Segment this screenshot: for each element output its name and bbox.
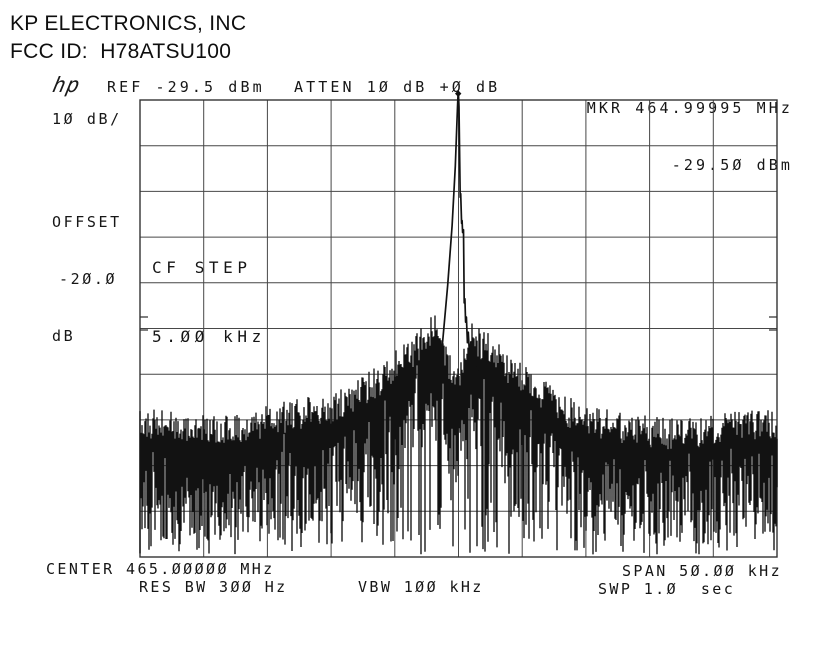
span-label: SPAN 5Ø.ØØ kHz xyxy=(622,562,783,580)
company-title: KP ELECTRONICS, INC xyxy=(10,12,247,35)
offset-label: OFFSET xyxy=(52,213,122,231)
fcc-id-label: FCC ID: H78ATSU100 xyxy=(10,40,232,63)
res-bw-label: RES BW 3ØØ Hz xyxy=(139,578,288,596)
offset-unit: dB xyxy=(52,327,76,345)
marker-level: -29.5Ø dBm xyxy=(671,156,793,174)
cf-step-value: 5.ØØ kHz xyxy=(152,327,266,346)
marker-frequency: MKR 464.99995 MHz xyxy=(586,99,793,117)
edge-ticks xyxy=(140,316,777,331)
center-frequency-label: CENTER 465.ØØØØØ MHz xyxy=(46,560,275,578)
cf-step-label: CF STEP xyxy=(152,258,252,277)
sweep-time-label: SWP 1.Ø sec xyxy=(598,580,736,598)
attenuation-label: ATTEN 1Ø dB +Ø dB xyxy=(294,78,501,96)
marker-readout: MKR 464.99995 MHz -29.5Ø dBm xyxy=(587,61,793,213)
noise-trace xyxy=(139,315,778,555)
offset-value: -2Ø.Ø xyxy=(59,270,118,288)
marker-dot xyxy=(455,90,462,97)
ref-level-label: REF -29.5 dBm xyxy=(107,78,265,96)
cf-step-readout: CF STEP 5.ØØ kHz xyxy=(152,210,266,394)
scale-per-div-label: 1Ø dB/ xyxy=(52,110,122,128)
offset-readout: OFFSET -2Ø.Ø dB xyxy=(52,175,122,384)
vbw-label: VBW 1ØØ kHz xyxy=(358,578,484,596)
peak-trace xyxy=(435,94,480,401)
